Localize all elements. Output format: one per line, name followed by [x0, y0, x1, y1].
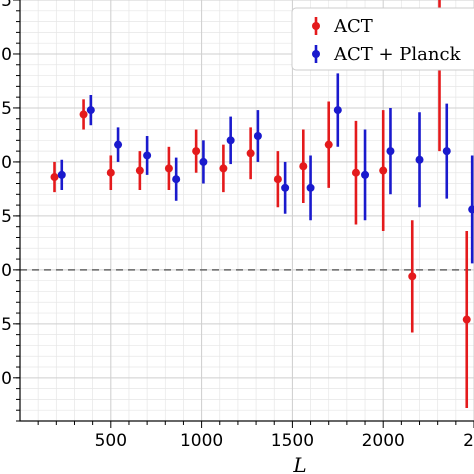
x-tick-label: 500 — [95, 431, 127, 451]
data-point — [114, 140, 123, 149]
legend-box — [291, 7, 474, 71]
legend-entry-label: ACT + Planck — [333, 44, 462, 65]
data-point — [273, 175, 282, 184]
data-point — [306, 183, 315, 192]
x-axis-ticks: 500 1000 1500 2000 25 — [37, 421, 474, 451]
data-point — [79, 110, 88, 119]
data-point — [253, 132, 262, 141]
data-point — [299, 162, 308, 171]
data-point — [415, 155, 424, 164]
data-point — [333, 106, 342, 115]
data-point — [324, 140, 333, 149]
data-point — [442, 147, 451, 156]
data-point — [135, 166, 144, 175]
x-tick-label: 2000 — [362, 431, 405, 451]
data-point — [361, 170, 370, 179]
legend-marker-point — [312, 50, 320, 58]
data-point — [351, 168, 360, 177]
y-tick-label: 0 — [1, 369, 12, 389]
y-axis-ticks: 0 5 0 5 0 5 0 5 — [1, 0, 20, 422]
legend-entry-label: ACT — [333, 16, 373, 37]
data-point — [192, 147, 201, 156]
data-point — [386, 147, 395, 156]
data-point — [172, 175, 181, 184]
data-point — [246, 149, 255, 158]
data-point — [408, 272, 417, 281]
x-axis-label: L — [292, 453, 306, 474]
y-tick-label: 5 — [1, 99, 12, 119]
data-point — [281, 183, 290, 192]
y-tick-label: 5 — [1, 0, 12, 11]
x-tick-label: 1000 — [180, 431, 223, 451]
data-point — [106, 168, 115, 177]
data-point — [50, 173, 59, 182]
data-point — [199, 157, 208, 166]
data-point — [468, 205, 474, 214]
x-tick-label: 1500 — [271, 431, 314, 451]
y-tick-label: 0 — [1, 261, 12, 281]
data-point — [164, 164, 173, 173]
y-tick-label: 5 — [1, 207, 12, 227]
data-point — [86, 106, 95, 115]
axes-frame — [19, 0, 474, 422]
y-tick-label: 0 — [1, 153, 12, 173]
series-act-planck — [57, 73, 474, 264]
data-point — [143, 151, 152, 160]
series-layer — [50, 0, 474, 409]
data-point — [226, 136, 235, 145]
y-tick-label: 0 — [1, 45, 12, 65]
y-tick-label: 5 — [1, 315, 12, 335]
data-point — [57, 170, 66, 179]
x-tick-label: 25 — [463, 431, 474, 451]
legend-marker-point — [312, 22, 320, 30]
data-point — [462, 315, 471, 324]
data-point — [379, 166, 388, 175]
legend: ACT ACT + Planck — [291, 7, 474, 71]
data-point — [219, 164, 228, 173]
